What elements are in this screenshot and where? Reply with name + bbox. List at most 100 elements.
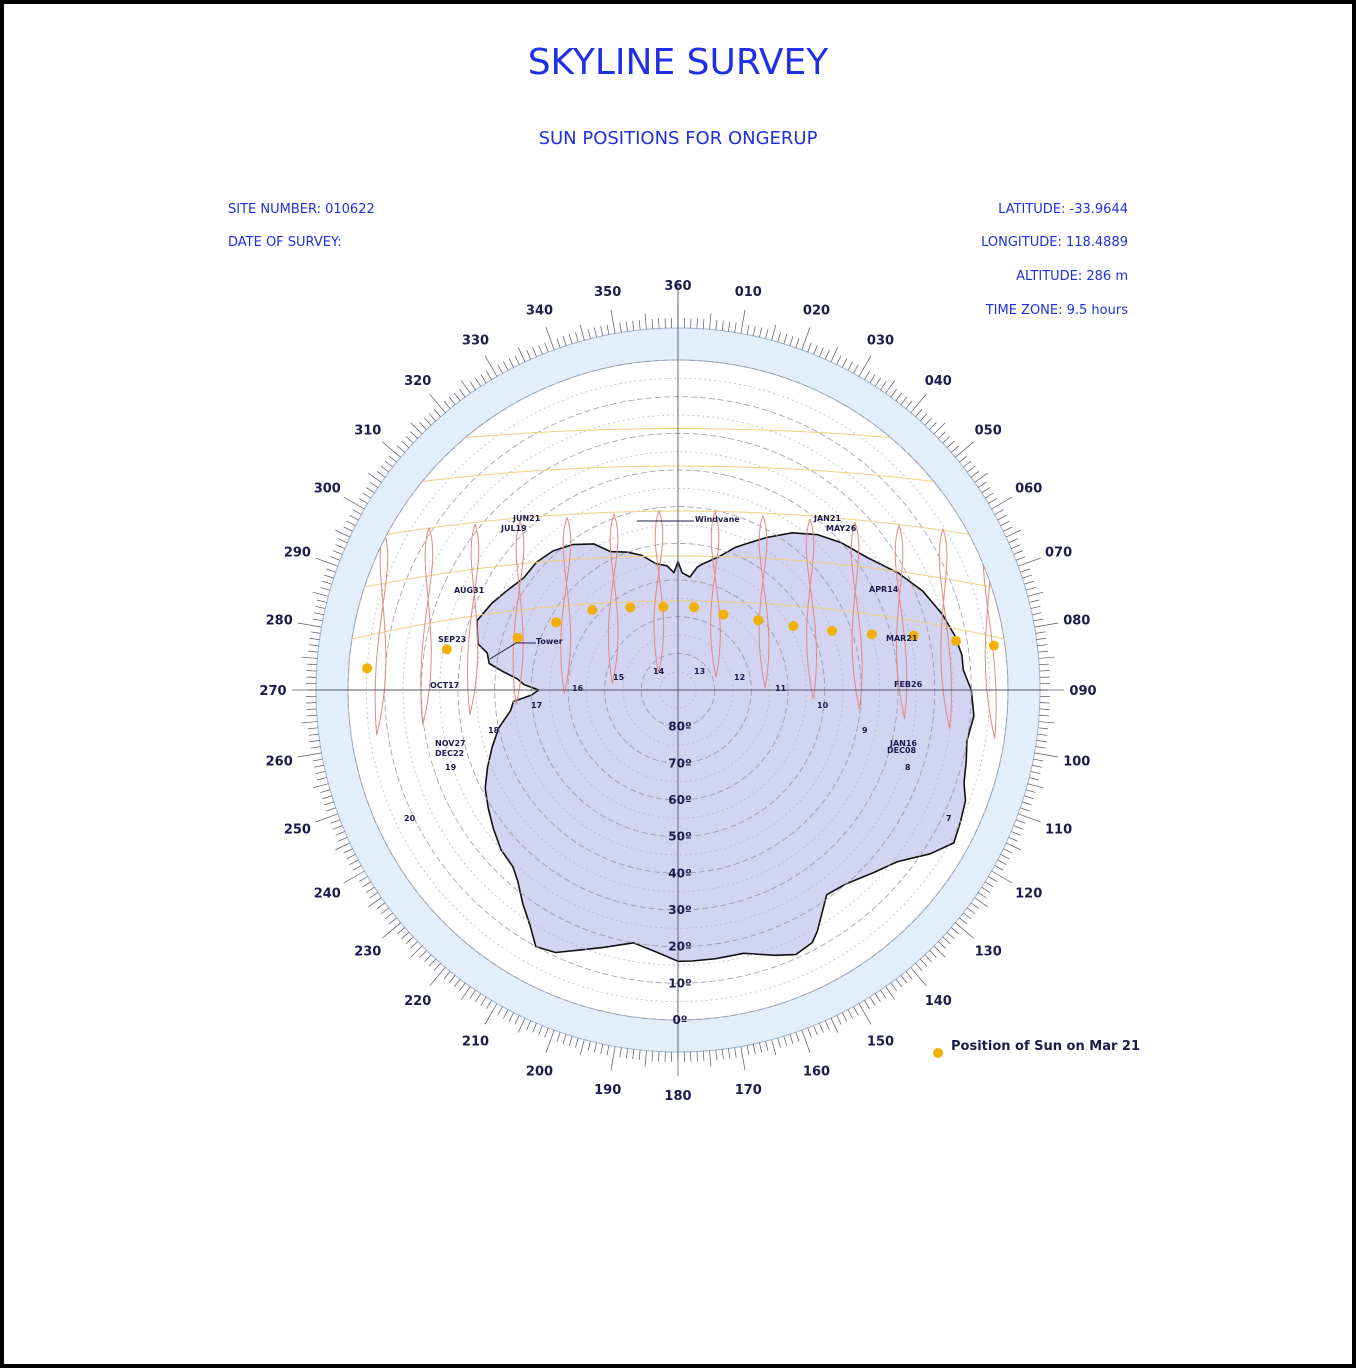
azimuth-tick — [1037, 644, 1048, 647]
altitude-label: 20º — [668, 940, 692, 954]
azimuth-label: 300 — [314, 482, 341, 497]
azimuth-tick — [365, 487, 375, 494]
azimuth-tick — [942, 436, 951, 444]
analemma-loop — [420, 527, 434, 726]
azimuth-tick — [869, 374, 876, 384]
azimuth-tick — [988, 498, 998, 504]
azimuth-tick — [310, 631, 321, 634]
axes — [308, 280, 1048, 1060]
azimuth-tick — [526, 1020, 532, 1030]
date-label-oct17: OCT17 — [430, 681, 459, 690]
azimuth-tick — [977, 481, 987, 488]
azimuth-tick — [632, 1049, 635, 1060]
altitude-label: 70º — [668, 756, 692, 770]
azimuth-tick — [905, 971, 913, 980]
azimuth-ticks — [292, 304, 1064, 1076]
azimuth-tick — [836, 1015, 842, 1025]
azimuth-tick — [1025, 789, 1036, 793]
azimuth-tick — [388, 455, 397, 463]
sun-position-marker — [951, 636, 961, 646]
azimuth-tick — [895, 978, 903, 988]
date-label-jan16: JAN16 — [889, 739, 917, 748]
azimuth-tick — [1000, 520, 1010, 526]
azimuth-tick — [1027, 783, 1044, 789]
date-label-feb26: FEB26 — [894, 680, 923, 689]
azimuth-tick — [1029, 777, 1040, 781]
azimuth-tick — [795, 338, 800, 348]
azimuth-tick — [801, 1030, 811, 1053]
azimuth-tick — [419, 422, 427, 430]
azimuth-tick — [308, 727, 319, 730]
azimuth-tick — [575, 332, 579, 343]
sun-position-marker — [587, 605, 598, 615]
azimuth-label: 240 — [314, 887, 341, 902]
azimuth-tick — [819, 347, 824, 357]
azimuth-tick — [842, 358, 848, 368]
azimuth-tick — [306, 670, 317, 672]
sun-position-marker — [441, 644, 452, 655]
azimuth-tick — [625, 321, 628, 332]
sun-position-marker — [512, 632, 523, 643]
azimuth-tick — [1018, 557, 1041, 567]
azimuth-label: 350 — [594, 285, 621, 300]
legend-sun-marker-icon — [933, 1048, 943, 1058]
azimuth-tick — [556, 1032, 561, 1042]
azimuth-tick — [836, 355, 842, 365]
azimuth-label: 320 — [404, 374, 431, 389]
sun-position-marker — [362, 663, 373, 674]
azimuth-tick — [369, 481, 379, 488]
azimuth-tick — [382, 922, 401, 939]
altitude-label: 60º — [668, 793, 692, 807]
azimuth-tick — [966, 907, 976, 915]
azimuth-tick — [696, 318, 698, 329]
sun-markers — [362, 601, 999, 674]
azimuth-tick — [362, 881, 372, 888]
azimuth-tick — [1015, 556, 1026, 561]
azimuth-tick — [801, 327, 811, 350]
altitude-label: 30º — [668, 903, 692, 917]
analemma-loop — [467, 524, 480, 715]
azimuth-tick — [424, 417, 432, 426]
azimuth-tick — [297, 622, 322, 628]
azimuth-tick — [830, 347, 839, 363]
azimuth-tick — [981, 487, 991, 494]
azimuth-tick — [575, 1037, 579, 1048]
azimuth-tick — [538, 1025, 543, 1036]
date-label-dec22: DEC22 — [435, 749, 464, 758]
azimuth-tick — [380, 465, 390, 473]
azimuth-tick — [448, 975, 456, 984]
hour-label-18: 18 — [488, 726, 500, 735]
legend: Position of Sun on Mar 21 — [933, 1039, 1140, 1058]
azimuth-tick — [1015, 819, 1026, 824]
azimuth-label: 190 — [594, 1083, 621, 1098]
azimuth-tick — [480, 996, 487, 1006]
azimuth-tick — [910, 394, 927, 413]
hour-label-13: 13 — [694, 667, 705, 676]
azimuth-tick — [382, 441, 401, 458]
analemma-loop — [850, 522, 863, 709]
azimuth-tick — [890, 388, 897, 398]
analemma-loop — [512, 520, 525, 705]
azimuth-label: 150 — [867, 1035, 894, 1050]
azimuth-tick — [997, 515, 1007, 521]
azimuth-tick — [955, 441, 974, 458]
analemma-loop — [560, 517, 572, 695]
sun-position-marker — [551, 617, 562, 628]
azimuth-tick — [1037, 650, 1048, 653]
azimuth-tick — [610, 1046, 616, 1071]
azimuth-tick — [858, 355, 872, 377]
azimuth-tick — [900, 396, 908, 405]
azimuth-tick — [625, 1048, 628, 1059]
azimuth-tick — [419, 950, 427, 958]
azimuth-tick — [326, 807, 336, 812]
azimuth-tick — [1022, 801, 1032, 806]
azimuth-tick — [343, 526, 353, 532]
azimuth-label: 270 — [259, 684, 286, 699]
azimuth-tick — [929, 422, 937, 430]
azimuth-tick — [306, 663, 317, 666]
azimuth-tick — [938, 431, 946, 439]
azimuth-tick — [349, 515, 359, 521]
azimuth-label: 090 — [1069, 684, 1096, 699]
azimuth-tick — [942, 936, 951, 944]
azimuth-tick — [847, 361, 853, 371]
